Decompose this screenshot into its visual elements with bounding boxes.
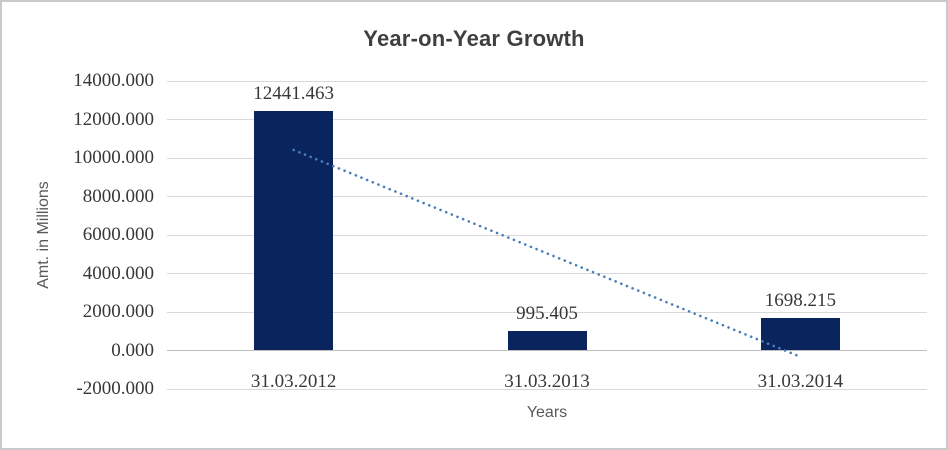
gridline: [167, 388, 927, 390]
bar-data-label: 12441.463: [253, 83, 335, 104]
y-tick-label: 0.000: [111, 339, 154, 361]
bar-31.03.2014: [760, 317, 840, 351]
gridline: [167, 80, 927, 82]
x-tick-label: 31.03.2013: [504, 371, 590, 392]
bar-data-label: 1698.215: [764, 289, 836, 311]
y-tick-label: 8000.000: [82, 185, 154, 207]
y-tick-label: 12000.000: [73, 108, 154, 130]
x-tick-label: 31.03.2014: [757, 371, 844, 392]
y-tick-label: 4000.000: [82, 262, 154, 284]
y-tick-label: 14000.000: [73, 70, 154, 91]
gridline: [167, 119, 927, 120]
bar-data-label: 995.405: [516, 303, 578, 325]
bar-31.03.2013: [507, 331, 587, 351]
y-tick-label: 2000.000: [82, 301, 154, 322]
y-tick-label: 10000.000: [73, 147, 154, 168]
y-tick-label: -2000.000: [76, 378, 154, 399]
bar-31.03.2012: [254, 111, 334, 351]
x-axis-title: Years: [526, 404, 568, 421]
chart-title: Year-on-Year Growth: [363, 26, 585, 51]
x-tick-label: 31.03.2012: [250, 371, 337, 392]
y-tick-label: 6000.000: [82, 224, 154, 245]
